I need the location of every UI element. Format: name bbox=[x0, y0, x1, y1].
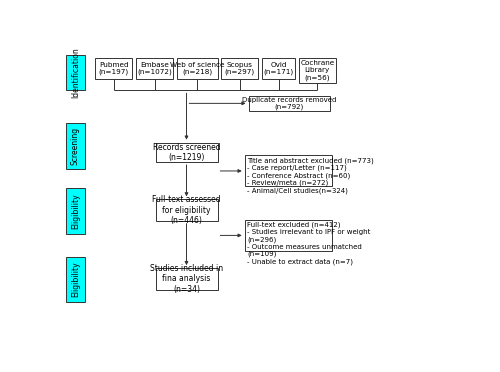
Text: Screening: Screening bbox=[71, 127, 80, 166]
Text: Embase
(n=1072): Embase (n=1072) bbox=[137, 61, 172, 75]
FancyBboxPatch shape bbox=[156, 268, 218, 289]
Text: Duplicate records removed
(n=792): Duplicate records removed (n=792) bbox=[242, 97, 336, 110]
FancyBboxPatch shape bbox=[299, 58, 336, 83]
Text: Studies included in
fina analysis
(n=34): Studies included in fina analysis (n=34) bbox=[150, 264, 223, 294]
FancyBboxPatch shape bbox=[248, 96, 330, 110]
FancyBboxPatch shape bbox=[222, 58, 258, 79]
FancyBboxPatch shape bbox=[244, 220, 332, 251]
FancyBboxPatch shape bbox=[136, 58, 173, 79]
Text: Eligibility: Eligibility bbox=[71, 193, 80, 228]
Text: Eligibility: Eligibility bbox=[71, 262, 80, 297]
Text: Full-text assessed
for eligibility
(n=446): Full-text assessed for eligibility (n=44… bbox=[152, 195, 221, 225]
Text: Cochrane
Library
(n=56): Cochrane Library (n=56) bbox=[300, 60, 334, 80]
FancyBboxPatch shape bbox=[96, 58, 132, 79]
Text: Web of science
(n=218): Web of science (n=218) bbox=[170, 61, 224, 75]
FancyBboxPatch shape bbox=[244, 155, 332, 186]
Text: Scopus
(n=297): Scopus (n=297) bbox=[224, 61, 255, 75]
FancyBboxPatch shape bbox=[156, 199, 218, 221]
Text: Records screened
(n=1219): Records screened (n=1219) bbox=[152, 142, 220, 162]
Text: Pubmed
(n=197): Pubmed (n=197) bbox=[99, 61, 129, 75]
FancyBboxPatch shape bbox=[66, 124, 85, 169]
FancyBboxPatch shape bbox=[66, 257, 85, 302]
FancyBboxPatch shape bbox=[66, 55, 85, 90]
FancyBboxPatch shape bbox=[262, 58, 295, 79]
Text: Full-text excluded (n=412)
- Studies irrelevant to IPF or weight
(n=296)
- Outco: Full-text excluded (n=412) - Studies irr… bbox=[247, 222, 370, 265]
Text: Ovid
(n=171): Ovid (n=171) bbox=[264, 61, 294, 75]
Text: Title and abstract excluded (n=773)
- Case report/Letter (n=117)
- Conference Ab: Title and abstract excluded (n=773) - Ca… bbox=[247, 157, 374, 194]
Text: Identification: Identification bbox=[71, 47, 80, 98]
FancyBboxPatch shape bbox=[156, 142, 218, 162]
FancyBboxPatch shape bbox=[177, 58, 218, 79]
FancyBboxPatch shape bbox=[66, 188, 85, 234]
